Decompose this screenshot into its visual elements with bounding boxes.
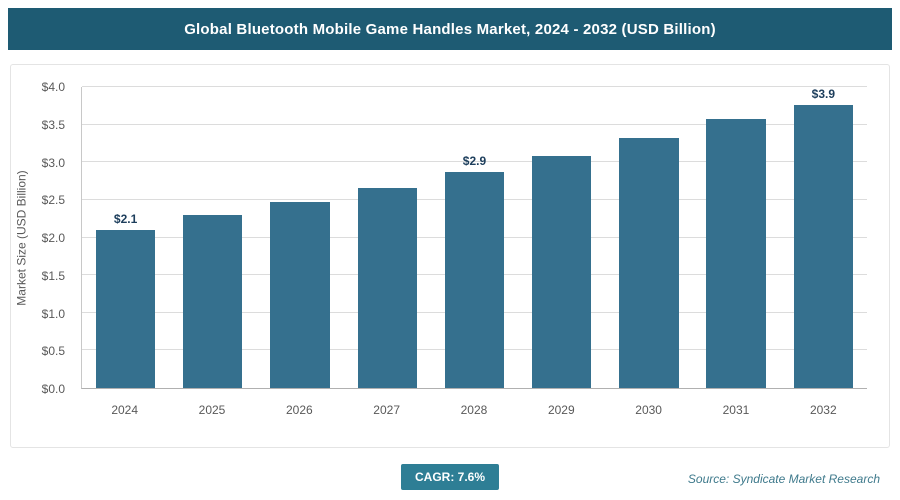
bar-slot: $2.9 xyxy=(431,87,518,388)
y-tick-label: $2.0 xyxy=(41,231,65,245)
bar-slot xyxy=(256,87,343,388)
bar-value-label: $2.9 xyxy=(462,154,487,169)
x-tick-label: 2027 xyxy=(373,403,400,417)
bar xyxy=(183,214,243,388)
chart-area: Market Size (USD Billion) $0.0 $0.5 $1.0 $1… xyxy=(10,64,890,448)
bar-slot xyxy=(605,87,692,388)
chart-title: Global Bluetooth Mobile Game Handles Mar… xyxy=(184,20,716,38)
x-tick-label: 2032 xyxy=(809,403,837,417)
chart-header: Global Bluetooth Mobile Game Handles Mar… xyxy=(8,8,892,50)
bar-value-label: $2.1 xyxy=(113,211,138,226)
bar-slot xyxy=(169,87,256,388)
y-axis-ticks: $0.0 $0.5 $1.0 $1.5 $2.0 $2.5 $3.0 $3.5 $4.0 xyxy=(11,80,73,396)
bar xyxy=(444,172,505,388)
chart-footer: CAGR: 7.6% Source: Syndicate Market Rese… xyxy=(0,462,900,496)
x-tick-label: 2028 xyxy=(460,403,488,417)
bar-slot: $2.1 xyxy=(82,87,169,388)
x-tick-label: 2029 xyxy=(547,403,575,417)
y-tick-label: $1.5 xyxy=(41,268,65,283)
bar-value-label: $3.9 xyxy=(811,87,836,101)
x-tick-label: 2024 xyxy=(111,403,139,417)
bar xyxy=(532,156,592,388)
y-tick-label: $0.0 xyxy=(41,382,65,396)
x-tick-label: 2031 xyxy=(722,403,750,417)
bar-slot xyxy=(344,87,431,388)
source-note: Source: Syndicate Market Research xyxy=(687,472,880,486)
bar xyxy=(95,229,156,388)
bar xyxy=(706,119,766,388)
x-tick-label: 2030 xyxy=(635,403,662,417)
cagr-badge: CAGR: 7.6% xyxy=(400,464,500,490)
y-tick-label: $4.0 xyxy=(41,80,65,94)
y-tick-label: $1.0 xyxy=(41,306,65,321)
bar-series: $2.1 $2.9 $3.9 xyxy=(82,87,867,388)
bar xyxy=(793,105,853,388)
gridline xyxy=(82,161,867,163)
y-tick-label: $2.5 xyxy=(41,193,65,208)
y-tick-label: $3.5 xyxy=(41,117,65,132)
x-tick-label: 2026 xyxy=(285,403,313,417)
x-axis-ticks: 2024 2025 2026 2027 2028 2029 2030 2031 2032 xyxy=(81,397,867,417)
plot-area: $2.1 $2.9 $3.9 xyxy=(81,86,867,389)
bar-slot xyxy=(518,87,605,388)
gridline xyxy=(82,86,867,87)
y-tick-label: $0.5 xyxy=(41,344,65,359)
bar-slot: $3.9 xyxy=(780,87,867,388)
bar xyxy=(357,187,417,388)
bar xyxy=(619,138,679,388)
bar-slot xyxy=(693,87,780,388)
y-tick-label: $3.0 xyxy=(41,155,65,170)
gridline xyxy=(82,123,867,125)
bar xyxy=(270,202,330,388)
x-tick-label: 2025 xyxy=(198,403,226,417)
